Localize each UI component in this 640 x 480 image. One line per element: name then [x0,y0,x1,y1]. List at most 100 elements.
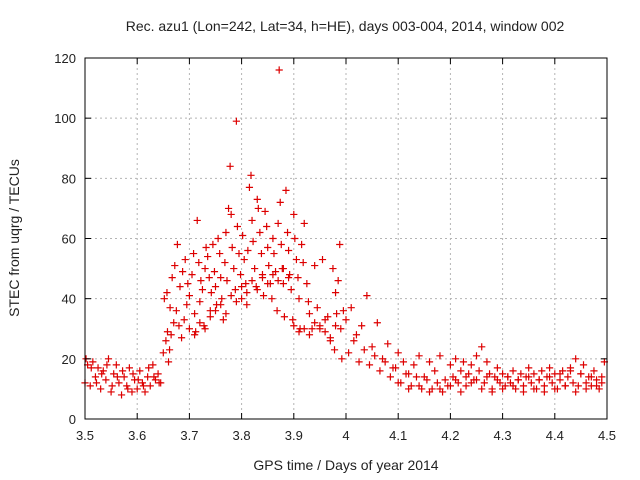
data-point [331,322,340,330]
data-point [394,349,402,357]
data-point [216,249,224,258]
data-point [113,373,121,381]
data-point [97,385,105,393]
data-point [423,376,431,384]
data-point [274,277,282,285]
data-point [329,264,337,273]
data-point [452,355,460,363]
data-point [264,243,272,252]
data-point [230,264,238,273]
data-point [368,343,376,351]
data-point [276,198,284,206]
data-point [493,364,501,372]
data-point [290,210,298,219]
data-point [371,352,379,360]
data-point [120,373,128,381]
data-point [242,280,250,288]
data-point [263,222,271,231]
data-point [191,310,199,318]
data-point [173,240,181,249]
data-point [373,319,381,327]
data-point [574,382,582,390]
data-point [433,379,441,387]
data-point [224,204,233,213]
data-point [165,346,174,354]
data-point [572,355,580,363]
x-tick-label: 3.5 [76,428,94,443]
data-point [363,292,371,300]
data-point [141,388,149,396]
data-point [191,331,199,339]
data-point [339,307,347,315]
data-point [556,370,564,378]
data-point [462,373,470,381]
data-point [566,367,575,375]
data-point [530,385,538,393]
x-tick-label: 4.4 [546,428,564,443]
data-point [202,243,210,252]
data-point [284,274,293,282]
data-point [569,379,577,387]
data-point [201,325,209,333]
data-point [300,219,308,228]
data-point [352,331,361,339]
data-point [223,277,231,285]
data-point [316,325,324,333]
x-tick-label: 4 [342,428,349,443]
data-point [104,355,113,363]
data-point [294,274,302,282]
x-tick-label: 4.1 [389,428,407,443]
data-point [338,355,346,363]
data-point [243,289,251,297]
data-point [175,322,183,330]
data-point [108,382,116,390]
data-point [300,325,308,333]
data-point [189,249,198,258]
data-point [248,216,256,225]
data-point [572,388,580,396]
data-point [118,367,127,375]
data-point [196,319,204,327]
data-point [238,295,246,303]
data-point [233,222,242,231]
data-point [163,328,172,336]
data-point [472,376,481,384]
data-point [209,240,217,249]
data-point [256,228,264,237]
data-point [145,364,153,372]
data-point [582,385,590,393]
data-point [211,307,220,315]
data-point [475,367,483,375]
x-tick-label: 3.8 [233,428,251,443]
data-point [441,376,449,384]
data-point [92,379,101,387]
data-point [347,304,355,312]
data-point [235,249,243,258]
y-tick-label: 100 [54,111,76,126]
data-point [358,322,366,330]
y-tick-label: 120 [54,51,76,66]
data-point [480,379,488,387]
data-point [103,361,111,369]
data-point [227,292,235,300]
data-point [292,255,301,264]
data-point [313,304,321,312]
data-point [254,204,262,213]
data-point [244,246,252,255]
data-point [286,271,294,279]
data-point [232,298,240,306]
data-point [592,376,601,384]
data-point [337,325,345,333]
data-point [283,228,292,237]
data-point [483,373,491,381]
data-point [412,373,421,381]
data-point [179,267,187,276]
data-point [128,388,136,396]
data-point [598,379,606,387]
data-point [493,376,501,384]
data-point [207,289,215,297]
data-point [259,292,268,300]
data-point [336,240,344,249]
data-point [138,379,147,387]
data-point [279,280,287,288]
